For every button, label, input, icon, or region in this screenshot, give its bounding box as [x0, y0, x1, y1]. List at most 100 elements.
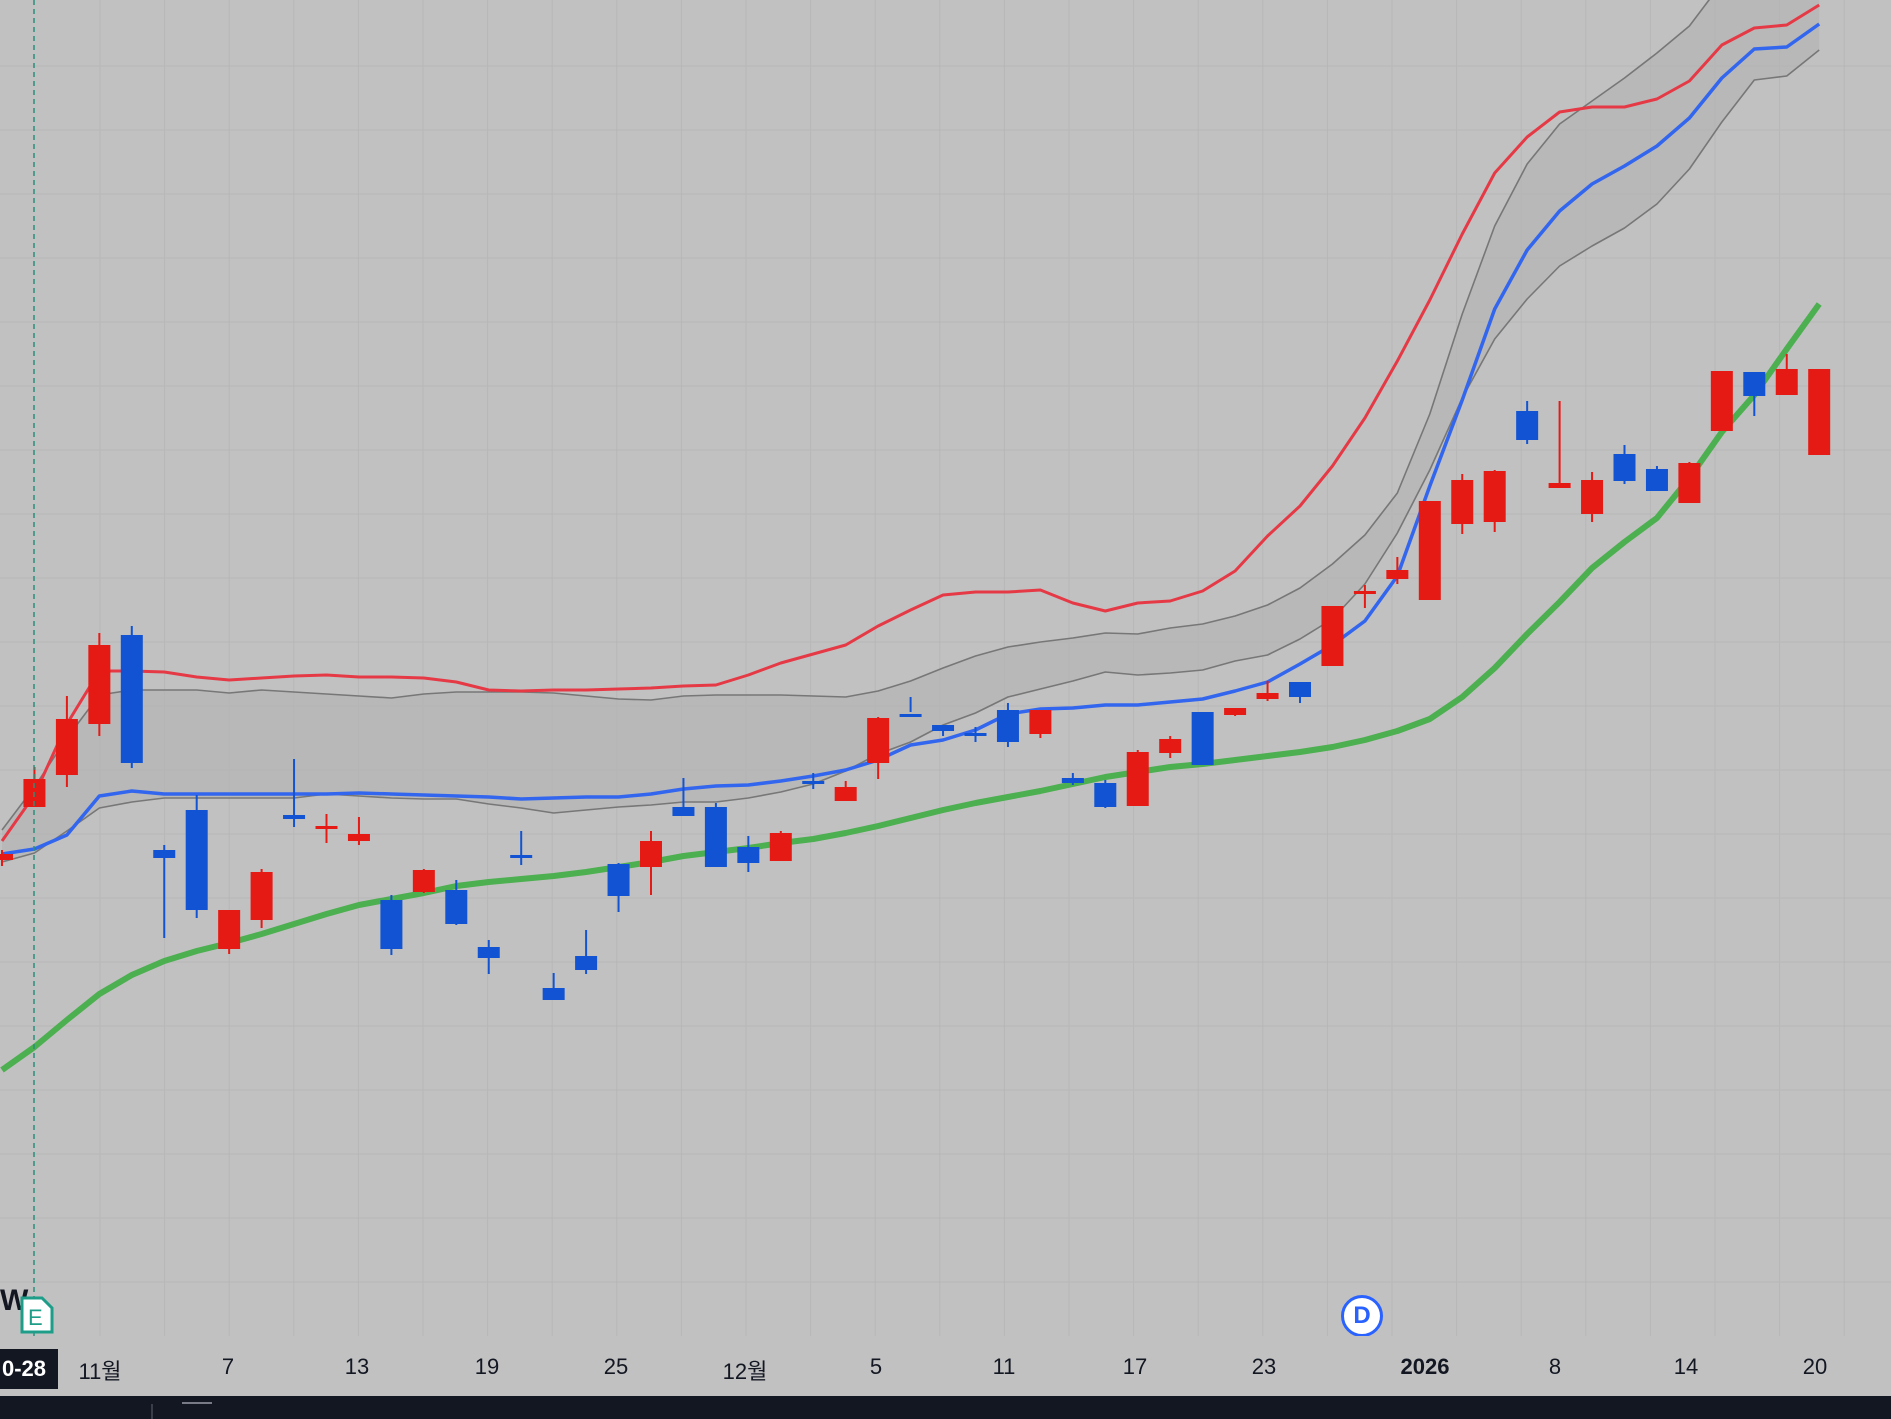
candle-body	[510, 855, 533, 858]
dividend-marker[interactable]: D	[1341, 1295, 1383, 1337]
candle	[1289, 682, 1311, 703]
x-tick-label: 23	[1251, 1354, 1277, 1379]
candle-body	[672, 807, 695, 816]
x-tick-label: 8	[1548, 1354, 1562, 1379]
candle	[1483, 470, 1506, 532]
candle	[640, 831, 662, 895]
band-fill	[2, 0, 1820, 862]
candlestick-chart[interactable]	[0, 0, 1891, 1336]
candle	[1353, 585, 1376, 608]
candle	[347, 817, 370, 845]
candle-body	[0, 854, 13, 860]
candle-body	[1548, 483, 1571, 488]
candle-body	[55, 719, 78, 775]
candle	[1321, 606, 1344, 666]
candle-body	[607, 864, 630, 896]
candle-body	[1743, 372, 1766, 396]
candle-body	[1678, 463, 1701, 503]
candle	[672, 778, 695, 816]
candle-body	[412, 870, 435, 892]
candle	[1029, 710, 1052, 738]
candle-body	[1581, 480, 1604, 514]
toolbar-icon[interactable]	[182, 1402, 212, 1408]
candle-body	[769, 833, 792, 861]
candle-body	[834, 787, 857, 801]
toolbar-divider	[151, 1404, 153, 1419]
candle-body	[445, 890, 468, 924]
earnings-badge-letter: E	[28, 1305, 43, 1330]
sma-fast-line	[0, 3, 1820, 842]
candle	[1548, 401, 1571, 488]
candle	[1386, 557, 1409, 584]
candle	[510, 831, 533, 865]
candle	[1159, 736, 1182, 758]
candle	[1516, 401, 1539, 444]
candle	[283, 759, 306, 827]
candle	[932, 725, 955, 736]
candle-body	[1386, 570, 1409, 579]
candle-body	[575, 956, 598, 970]
candle-body	[153, 850, 176, 858]
chart-plot-area[interactable]: W E D	[0, 0, 1891, 1338]
candle	[55, 696, 78, 787]
candle	[899, 697, 922, 717]
candle-body	[1710, 371, 1733, 431]
candle	[802, 773, 825, 789]
candle	[867, 717, 890, 779]
candle	[218, 910, 241, 954]
candle-body	[1191, 712, 1214, 765]
x-tick-label: 11월	[78, 1359, 122, 1384]
candle	[1191, 712, 1214, 765]
earnings-marker[interactable]: W E	[0, 1282, 56, 1338]
x-tick-label: 19	[474, 1354, 500, 1379]
x-tick-label: 12월	[722, 1359, 768, 1384]
candle	[964, 727, 987, 742]
candle	[1581, 472, 1604, 522]
candle	[153, 845, 176, 938]
candle	[1645, 466, 1668, 491]
candle-body	[1061, 778, 1084, 783]
candle	[1775, 354, 1798, 395]
candle	[1094, 780, 1117, 808]
candle	[1061, 773, 1084, 785]
candle	[250, 869, 273, 928]
candle	[0, 850, 13, 866]
candle-body	[1256, 693, 1279, 699]
candle-body	[1645, 469, 1668, 491]
candle-body	[640, 841, 662, 867]
candle	[769, 831, 792, 861]
x-tick-label: 13	[344, 1354, 370, 1379]
candle	[412, 869, 435, 893]
candle-body	[1321, 606, 1344, 666]
candle-body	[315, 826, 338, 829]
candle-body	[704, 807, 727, 867]
candle-body	[1353, 591, 1376, 594]
candle-body	[1451, 480, 1474, 524]
candle	[1224, 708, 1247, 716]
candle-body	[1289, 682, 1311, 697]
candle-body	[737, 847, 760, 863]
candle-body	[1126, 752, 1149, 806]
x-tick-label: 5	[869, 1354, 883, 1379]
candle-body	[1775, 369, 1798, 395]
candle	[1418, 501, 1441, 600]
candle	[737, 836, 760, 872]
candle-body	[867, 718, 890, 763]
sma-long-line	[0, 302, 1822, 1073]
candle	[380, 895, 403, 955]
candle-body	[542, 988, 565, 1000]
candle-body	[185, 810, 208, 910]
bottom-toolbar	[0, 1396, 1891, 1419]
x-tick-label: 14	[1673, 1354, 1699, 1379]
candle	[185, 795, 208, 918]
candle-body	[250, 872, 273, 920]
time-axis[interactable]: 11월 7 13 19 25 12월 5 11 17 23 2026 8 14 …	[0, 1336, 1891, 1396]
crosshair-date-label: 0-28	[0, 1349, 58, 1389]
candle	[1710, 371, 1733, 431]
candle	[996, 703, 1019, 747]
candle	[120, 626, 143, 768]
candle-body	[347, 834, 370, 841]
candle-body	[218, 910, 241, 949]
band-upper-line	[1, 0, 1711, 831]
candle	[607, 863, 630, 912]
